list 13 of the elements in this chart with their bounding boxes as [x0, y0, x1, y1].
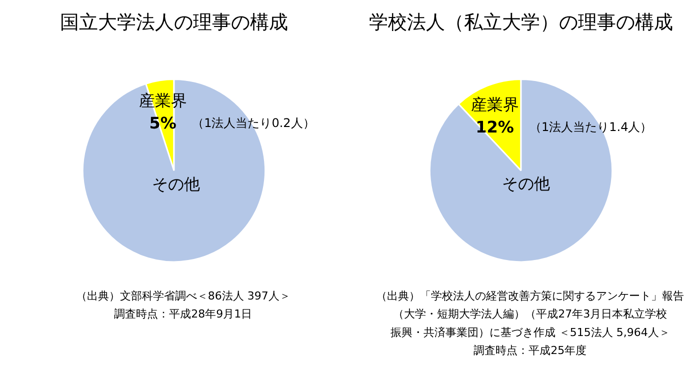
- chart-title: 学校法人（私立大学）の理事の構成: [369, 11, 673, 34]
- text: （1法人当たり0.2人）: [192, 116, 315, 130]
- slice-label: その他: [502, 174, 550, 193]
- slice-label: 産業界: [470, 94, 519, 114]
- chart-title: 国立大学法人の理事の構成: [60, 11, 288, 34]
- text: （1法人当たり1.4人）: [529, 120, 652, 134]
- text: （出典）文部科学省調べ＜86法人 397人＞: [76, 289, 290, 302]
- text: 調査時点：平成25年度: [474, 344, 587, 358]
- text: 調査時点：平成28年9月1日: [114, 308, 252, 321]
- text: （大学・短期大学法人編）（平成27年3月日本私立学校: [393, 308, 668, 321]
- text: 振興・共済事業団）に基づき作成 ＜515法人 5,964人＞: [390, 326, 670, 339]
- slice-label: その他: [152, 174, 200, 194]
- text: （出典）「学校法人の経営改善方策に関するアンケート」報告: [376, 289, 684, 302]
